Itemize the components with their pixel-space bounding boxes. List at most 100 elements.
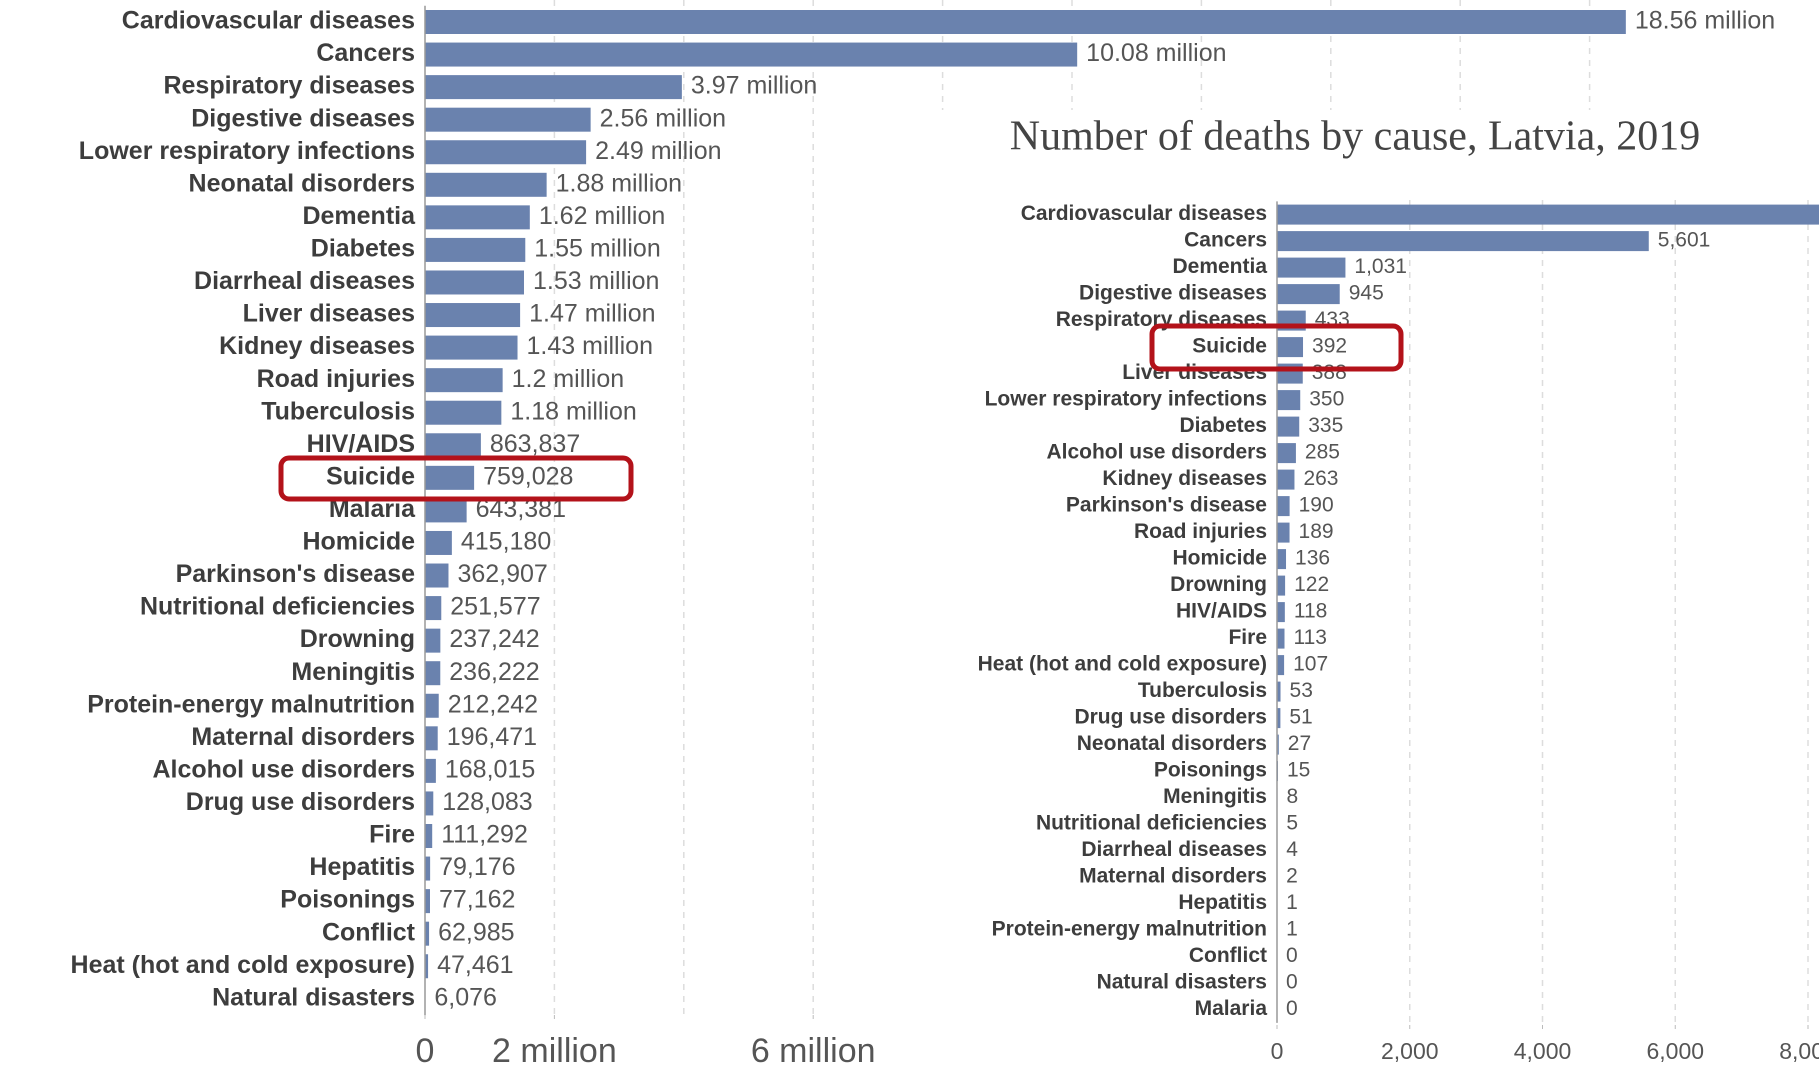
value-label: 1.18 million [510, 397, 636, 425]
bar [1277, 257, 1346, 278]
category-label: Maternal disorders [191, 723, 415, 751]
value-label: 945 [1349, 282, 1384, 305]
bar [425, 921, 430, 946]
value-label: 79,176 [439, 853, 515, 881]
category-label: Liver diseases [243, 300, 415, 328]
category-label: Drowning [1170, 573, 1267, 596]
value-label: 2.49 million [595, 137, 721, 165]
x-tick-label: 0 [416, 1032, 435, 1070]
bar [425, 42, 1078, 67]
bar [1277, 204, 1819, 225]
bar [425, 628, 441, 653]
value-label: 285 [1305, 441, 1340, 464]
bar [425, 693, 439, 718]
category-label: Hepatitis [309, 853, 415, 881]
category-label: Drug use disorders [186, 788, 415, 816]
value-label: 168,015 [445, 755, 535, 783]
x-tick-label: 2 million [492, 1032, 617, 1070]
value-label: 388 [1312, 361, 1347, 384]
category-label: Dementia [1172, 255, 1267, 278]
category-label: Suicide [326, 462, 415, 490]
category-label: Homicide [302, 528, 415, 556]
bar [1277, 628, 1285, 649]
category-label: Cardiovascular diseases [1021, 202, 1267, 225]
category-label: Tuberculosis [1138, 679, 1267, 702]
bar [425, 140, 587, 165]
bar [425, 75, 682, 100]
value-label: 415,180 [461, 528, 551, 556]
value-label: 263 [1303, 467, 1338, 490]
value-label: 1 [1286, 918, 1298, 941]
category-label: Diabetes [311, 235, 415, 263]
x-tick-label: 6,000 [1646, 1038, 1704, 1064]
value-label: 1.2 million [512, 365, 625, 393]
value-label: 1 [1286, 891, 1298, 914]
category-label: Diarrheal diseases [194, 267, 415, 295]
category-label: Conflict [322, 918, 416, 946]
bar [1277, 681, 1281, 702]
value-label: 10.08 million [1086, 39, 1226, 67]
overlay-panel [922, 110, 1819, 1071]
category-label: Heat (hot and cold exposure) [978, 653, 1267, 676]
value-label: 53 [1290, 679, 1313, 702]
bar [425, 465, 475, 490]
value-label: 107 [1293, 653, 1328, 676]
value-label: 3.97 million [691, 72, 817, 100]
value-label: 196,471 [447, 723, 537, 751]
bar [1277, 734, 1279, 755]
category-label: Drowning [300, 625, 415, 653]
bar [425, 368, 503, 393]
value-label: 18.56 million [1635, 7, 1775, 35]
bar [425, 758, 436, 783]
value-label: 111,292 [441, 821, 528, 849]
bar [1277, 231, 1649, 252]
value-label: 27 [1288, 732, 1311, 755]
value-label: 118 [1294, 600, 1327, 623]
category-label: Cancers [1184, 229, 1267, 252]
bar [425, 791, 434, 816]
bar [425, 563, 449, 588]
category-label: Road injuries [257, 365, 415, 393]
category-label: Drug use disorders [1074, 706, 1267, 729]
category-label: Tuberculosis [261, 397, 415, 425]
x-tick-label: 4,000 [1514, 1038, 1572, 1064]
bar [1277, 390, 1301, 411]
value-label: 189 [1299, 520, 1334, 543]
value-label: 0 [1286, 971, 1298, 994]
value-label: 1.47 million [529, 300, 655, 328]
chart-title: Number of deaths by cause, Latvia, 2019 [1010, 114, 1700, 160]
category-label: HIV/AIDS [307, 430, 415, 458]
bar [425, 889, 430, 914]
highlight-box [1149, 323, 1404, 372]
x-tick-label: 0 [1271, 1038, 1284, 1064]
category-label: Lower respiratory infections [79, 137, 415, 165]
x-tick-label: 2,000 [1381, 1038, 1439, 1064]
category-label: Neonatal disorders [189, 169, 415, 197]
value-label: 15 [1287, 759, 1310, 782]
category-label: Natural disasters [212, 983, 415, 1011]
value-label: 113 [1294, 626, 1327, 649]
value-label: 362,907 [457, 560, 547, 588]
category-label: Meningitis [1163, 785, 1267, 808]
value-label: 1.88 million [556, 169, 682, 197]
category-label: Nutritional deficiencies [140, 593, 415, 621]
x-tick-label: 8,000 [1779, 1038, 1819, 1064]
category-label: Dementia [302, 202, 416, 230]
bar [1277, 469, 1295, 490]
category-label: Parkinson's disease [176, 560, 416, 588]
category-label: Heat (hot and cold exposure) [71, 951, 415, 979]
value-label: 5,601 [1658, 229, 1711, 252]
bar [425, 107, 591, 132]
bar [425, 596, 442, 621]
category-label: Cardiovascular diseases [122, 7, 415, 35]
bar [425, 10, 1626, 34]
value-label: 62,985 [438, 918, 514, 946]
category-label: Lower respiratory infections [985, 388, 1267, 411]
category-label: Alcohol use disorders [1046, 441, 1267, 464]
category-label: Hepatitis [1178, 891, 1267, 914]
value-label: 1.53 million [533, 267, 659, 295]
value-label: 4 [1286, 838, 1298, 861]
bar [1277, 655, 1285, 676]
value-label: 350 [1309, 388, 1344, 411]
category-label: Fire [1228, 626, 1267, 649]
